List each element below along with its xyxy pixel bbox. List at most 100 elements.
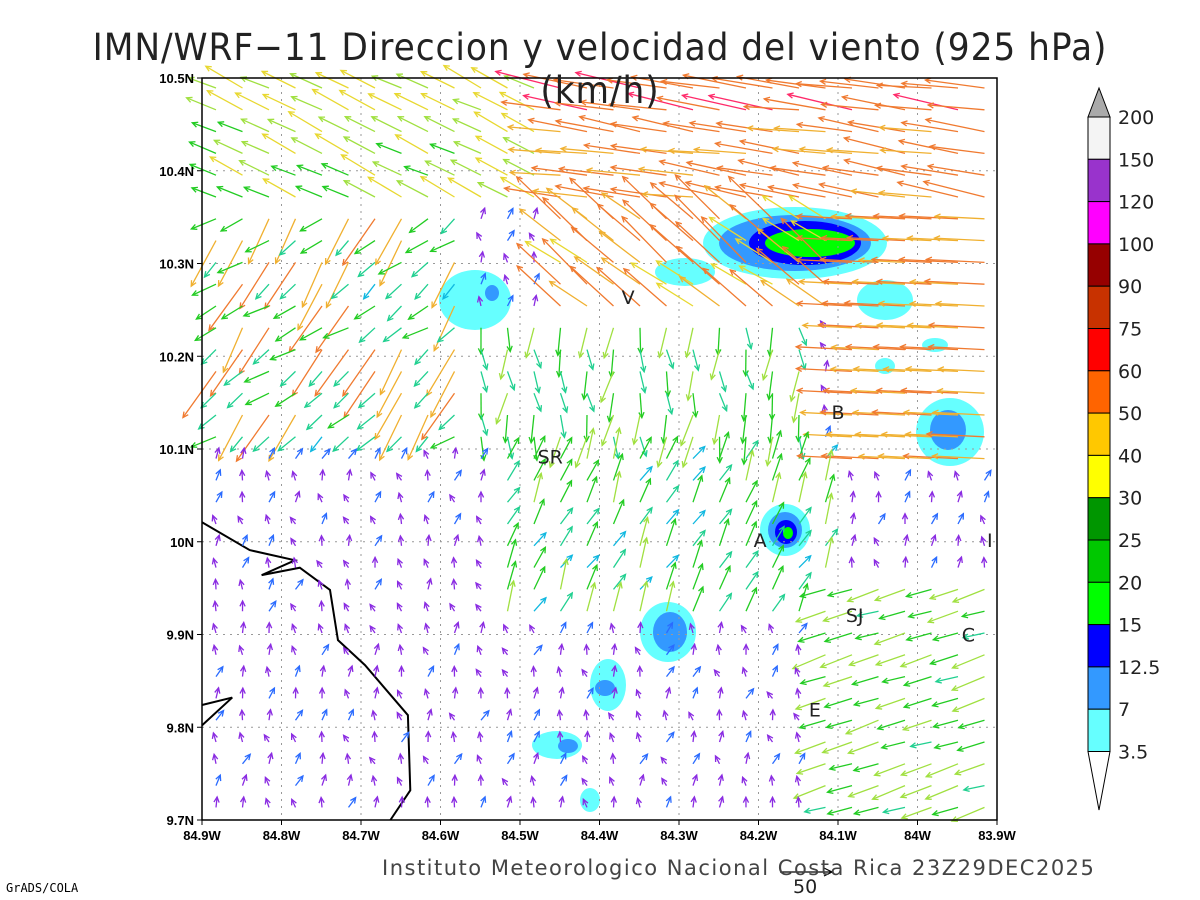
wind-arrow: [830, 344, 879, 351]
wind-arrow: [657, 327, 668, 359]
wind-arrow: [264, 469, 271, 481]
wind-arrow: [854, 431, 906, 438]
wind-arrow: [794, 343, 853, 351]
wind-arrow: [685, 371, 694, 402]
wind-arrow: [931, 697, 959, 708]
wind-arrow: [386, 305, 402, 322]
colorbar-label: 100: [1118, 234, 1154, 256]
wind-arrow: [844, 719, 879, 735]
wind-arrow: [408, 218, 429, 234]
wind-arrow: [877, 300, 932, 307]
wind-arrow: [702, 267, 747, 307]
wind-arrow: [901, 512, 909, 525]
wind-arrow: [799, 409, 853, 416]
wind-arrow: [453, 469, 462, 481]
wind-arrow: [665, 686, 672, 699]
wind-arrow: [294, 664, 301, 677]
wind-arrow: [290, 137, 323, 154]
wind-arrow: [451, 118, 482, 133]
wind-arrow: [609, 121, 667, 133]
wind-arrow: [452, 140, 482, 154]
wind-arrow: [679, 414, 694, 447]
wind-arrow: [209, 349, 244, 397]
wind-arrow: [501, 777, 509, 786]
wind-arrow: [333, 370, 349, 387]
wind-arrow: [342, 516, 350, 525]
wind-arrow: [980, 514, 986, 525]
wind-arrow: [877, 189, 932, 198]
wind-arrow: [431, 262, 456, 309]
wind-arrow: [373, 642, 380, 656]
wind-arrow: [195, 305, 217, 320]
wind-arrow: [413, 370, 429, 388]
wind-arrow: [501, 668, 509, 677]
wind-arrow: [662, 120, 720, 133]
wind-arrow: [419, 70, 455, 89]
wind-arrow: [235, 414, 270, 463]
wind-arrow: [244, 240, 270, 253]
wind-arrow: [480, 272, 487, 285]
wind-arrow: [817, 115, 879, 133]
colorbar: 3.5 7 12.5 15 20 25 30 40 50 60 75 90 100 120 150 200: [1087, 86, 1160, 811]
wind-arrow: [637, 166, 694, 176]
wind-arrow: [927, 470, 934, 481]
wind-arrow: [607, 101, 667, 111]
wind-arrow: [790, 220, 826, 242]
wind-arrow: [208, 283, 244, 332]
wind-arrow: [688, 711, 695, 721]
wind-arrow: [924, 784, 959, 800]
colorbar-swatch: [1087, 412, 1111, 456]
wind-arrow: [528, 232, 535, 241]
wind-arrow: [422, 646, 429, 656]
wind-arrow: [407, 305, 429, 320]
wind-arrow: [223, 370, 243, 386]
wind-arrow: [397, 643, 404, 655]
colorbar-label: 60: [1118, 361, 1142, 383]
wind-arrow: [595, 266, 641, 307]
wind-arrow: [527, 117, 588, 133]
wind-arrow: [343, 602, 350, 612]
wind-arrow: [665, 795, 672, 808]
wind-arrow: [247, 218, 270, 265]
wind-arrow: [586, 427, 596, 459]
wind-arrow: [332, 436, 349, 453]
wind-arrow: [433, 305, 456, 353]
wind-arrow: [585, 167, 641, 176]
wind-arrow: [333, 392, 349, 409]
wind-arrow: [622, 267, 667, 307]
wind-arrow: [606, 393, 615, 424]
wind-arrow: [559, 752, 567, 765]
wind-arrow: [506, 505, 521, 525]
wind-arrow: [700, 216, 747, 263]
wind-arrow: [692, 393, 699, 419]
wind-arrow: [822, 675, 853, 688]
wind-arrow: [506, 294, 514, 307]
wind-arrow: [926, 610, 959, 624]
wind-arrow: [821, 741, 853, 754]
wind-arrow: [849, 511, 857, 525]
lon-tick-label: 84.9W: [183, 828, 221, 843]
wind-arrow: [791, 182, 853, 198]
wind-arrow: [369, 603, 376, 612]
wind-arrow: [843, 300, 906, 307]
wind-arrow: [771, 429, 783, 459]
wind-arrow: [904, 365, 959, 373]
wind-arrow: [325, 262, 350, 309]
wind-arrow: [922, 179, 985, 198]
wind-arrow: [638, 773, 645, 786]
wind-arrow: [878, 610, 906, 621]
contour-level-15: [765, 229, 855, 257]
wind-arrow: [320, 162, 349, 176]
wind-arrow: [449, 493, 456, 503]
wind-arrow: [612, 581, 623, 612]
wind-arrow: [396, 580, 403, 590]
wind-arrow: [216, 261, 243, 274]
wind-arrow: [745, 499, 758, 525]
wind-arrow: [771, 146, 826, 155]
wind-arrow: [598, 230, 641, 263]
wind-arrow: [473, 111, 508, 133]
wind-arrow: [200, 349, 217, 366]
city-label: E: [809, 700, 821, 722]
wind-arrow: [902, 555, 909, 568]
wind-arrow: [317, 116, 349, 133]
